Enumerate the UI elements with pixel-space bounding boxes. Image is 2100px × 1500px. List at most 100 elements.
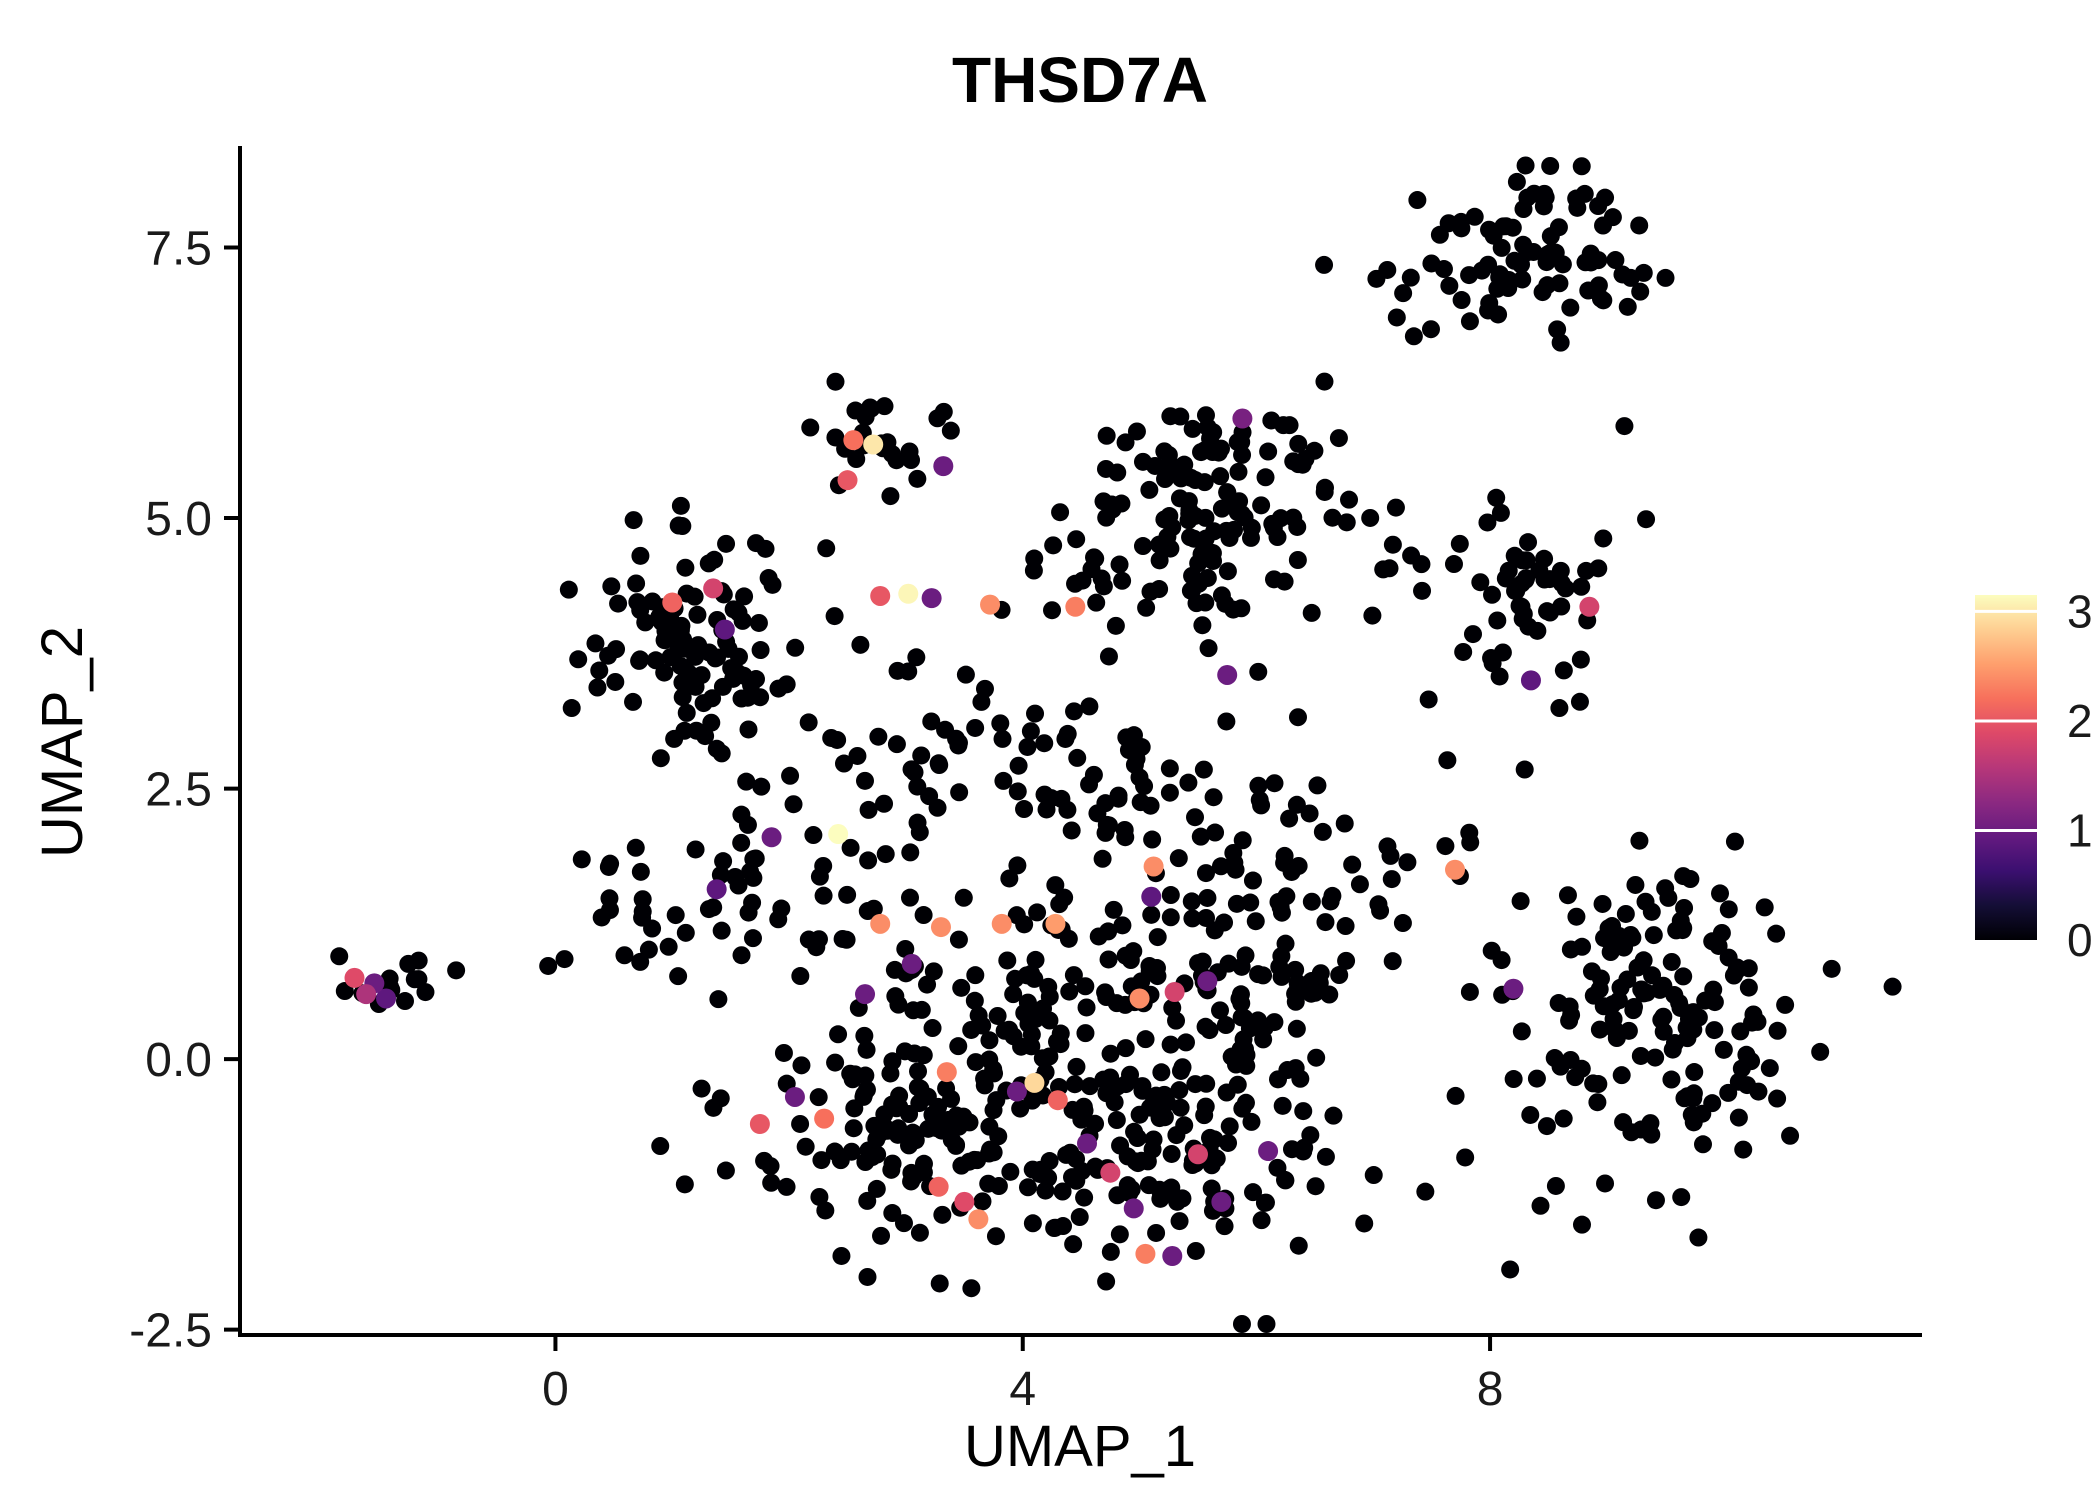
data-point bbox=[1250, 790, 1269, 809]
data-point bbox=[1438, 751, 1457, 770]
data-point bbox=[859, 800, 878, 819]
data-point bbox=[867, 1130, 886, 1149]
data-point bbox=[1086, 1114, 1105, 1133]
data-point-expressing bbox=[936, 1062, 957, 1083]
data-point bbox=[675, 1175, 694, 1194]
data-point bbox=[1128, 1154, 1147, 1173]
data-point bbox=[631, 862, 650, 881]
data-point bbox=[900, 442, 919, 461]
data-point bbox=[1067, 1057, 1086, 1076]
data-point bbox=[1618, 297, 1637, 316]
data-point bbox=[1025, 549, 1044, 568]
data-point bbox=[1189, 554, 1208, 573]
data-point bbox=[1065, 702, 1084, 721]
data-point bbox=[858, 902, 877, 921]
data-point bbox=[724, 600, 743, 619]
data-point bbox=[1243, 871, 1262, 890]
data-point bbox=[986, 1227, 1005, 1246]
data-point bbox=[1096, 794, 1115, 813]
data-point bbox=[739, 720, 758, 739]
data-point bbox=[572, 850, 591, 869]
data-point bbox=[1197, 908, 1216, 927]
data-point bbox=[1604, 1009, 1623, 1028]
data-point bbox=[1538, 276, 1557, 295]
data-point bbox=[1170, 1212, 1189, 1231]
data-point bbox=[1422, 254, 1441, 273]
data-point-expressing bbox=[1211, 1191, 1232, 1212]
data-point bbox=[908, 469, 927, 488]
data-point bbox=[1463, 625, 1482, 644]
data-point bbox=[777, 1177, 796, 1196]
data-point bbox=[1202, 543, 1221, 562]
data-point bbox=[934, 402, 953, 421]
data-point bbox=[651, 749, 670, 768]
data-point bbox=[1654, 1007, 1673, 1026]
data-point bbox=[1072, 1162, 1091, 1181]
data-point bbox=[737, 772, 756, 791]
data-point bbox=[1504, 1070, 1523, 1089]
data-point bbox=[812, 1151, 831, 1170]
data-point bbox=[910, 1223, 929, 1242]
data-point bbox=[1170, 489, 1189, 508]
data-point bbox=[1160, 759, 1179, 778]
data-point bbox=[1217, 1083, 1236, 1102]
data-point bbox=[1099, 647, 1118, 666]
data-point bbox=[1594, 997, 1613, 1016]
data-point bbox=[1272, 967, 1291, 986]
data-point bbox=[1162, 1144, 1181, 1163]
data-point bbox=[1307, 1048, 1326, 1067]
data-point bbox=[1093, 849, 1112, 868]
data-point bbox=[1512, 255, 1531, 274]
data-point bbox=[1284, 508, 1303, 527]
data-point bbox=[1186, 1075, 1205, 1094]
data-point bbox=[1135, 777, 1154, 796]
data-point bbox=[1288, 708, 1307, 727]
data-point bbox=[1572, 1215, 1591, 1234]
data-point bbox=[1056, 729, 1075, 748]
data-point bbox=[975, 1076, 994, 1095]
data-point bbox=[885, 1098, 904, 1117]
data-point bbox=[1289, 1236, 1308, 1255]
colorbar-tick-label: 3 bbox=[2067, 585, 2093, 637]
data-point-expressing bbox=[1077, 1133, 1098, 1154]
data-point bbox=[1242, 1112, 1261, 1131]
data-point bbox=[791, 967, 810, 986]
data-point bbox=[676, 661, 695, 680]
data-point bbox=[330, 947, 349, 966]
data-point bbox=[586, 634, 605, 653]
data-point bbox=[555, 950, 574, 969]
data-point bbox=[956, 665, 975, 684]
data-point bbox=[729, 647, 748, 666]
data-point bbox=[804, 826, 823, 845]
data-point bbox=[1679, 1009, 1698, 1028]
data-point bbox=[865, 1116, 884, 1135]
data-point-expressing bbox=[1100, 1162, 1121, 1183]
data-point bbox=[1444, 555, 1463, 574]
data-point bbox=[1076, 1024, 1095, 1043]
data-point bbox=[1541, 156, 1560, 175]
data-point bbox=[848, 746, 867, 765]
data-point bbox=[887, 735, 906, 754]
data-point bbox=[1744, 1005, 1763, 1024]
data-point bbox=[1487, 488, 1506, 507]
data-point bbox=[923, 1019, 942, 1038]
data-point bbox=[1480, 294, 1499, 313]
data-point bbox=[1191, 827, 1210, 846]
data-point bbox=[1705, 1021, 1724, 1040]
data-point bbox=[966, 718, 985, 737]
data-point-expressing bbox=[814, 1108, 835, 1129]
data-point-expressing bbox=[870, 585, 891, 606]
data-point bbox=[1811, 1042, 1830, 1061]
data-point bbox=[1204, 788, 1223, 807]
data-point bbox=[759, 569, 778, 588]
data-point bbox=[1719, 1083, 1738, 1102]
data-point bbox=[1224, 600, 1243, 619]
data-point bbox=[1643, 966, 1662, 985]
data-point bbox=[1482, 649, 1501, 668]
data-point bbox=[894, 1214, 913, 1233]
data-point bbox=[1316, 1147, 1335, 1166]
data-point bbox=[1478, 513, 1497, 532]
data-point bbox=[1144, 1130, 1163, 1149]
data-point bbox=[1160, 507, 1179, 526]
data-point bbox=[694, 694, 713, 713]
